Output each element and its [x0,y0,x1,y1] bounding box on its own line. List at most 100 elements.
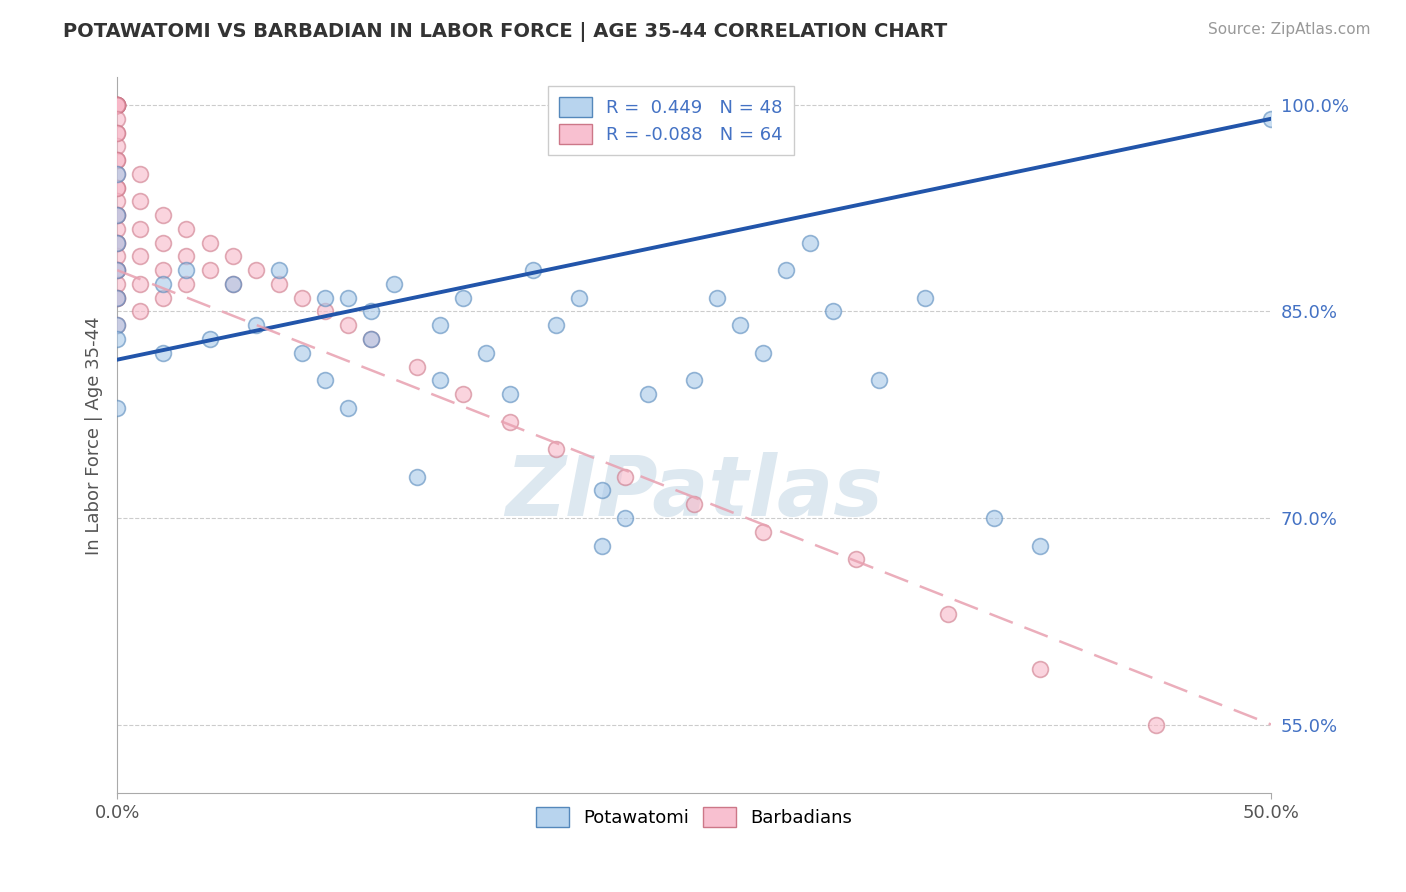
Point [360,332,382,346]
Point [129,194,152,209]
Point [105,235,128,250]
Point [267,277,290,291]
Point [221,249,243,263]
Point [152,346,174,360]
Point [245,263,267,277]
Point [105,263,128,277]
Point [105,98,128,112]
Point [152,263,174,277]
Text: Source: ZipAtlas.com: Source: ZipAtlas.com [1208,22,1371,37]
Point [406,469,429,483]
Point [336,318,359,333]
Point [914,291,936,305]
Point [198,235,221,250]
Point [336,291,359,305]
Point [453,291,475,305]
Point [591,483,613,498]
Point [105,235,128,250]
Point [291,346,314,360]
Point [453,387,475,401]
Point [152,235,174,250]
Point [522,263,544,277]
Point [544,442,567,457]
Point [105,98,128,112]
Point [105,98,128,112]
Point [105,277,128,291]
Point [105,194,128,209]
Point [983,511,1005,525]
Point [105,153,128,167]
Point [105,291,128,305]
Point [105,291,128,305]
Point [752,524,775,539]
Point [613,469,636,483]
Point [568,291,591,305]
Point [105,153,128,167]
Point [1144,717,1167,731]
Point [936,607,959,622]
Point [105,318,128,333]
Point [105,98,128,112]
Point [105,98,128,112]
Point [544,318,567,333]
Point [105,332,128,346]
Point [105,291,128,305]
Point [129,277,152,291]
Point [475,346,498,360]
Point [105,98,128,112]
Point [706,291,728,305]
Point [245,318,267,333]
Point [198,332,221,346]
Point [429,373,451,387]
Point [1029,662,1052,676]
Point [105,249,128,263]
Point [821,304,844,318]
Text: ZIPatlas: ZIPatlas [505,452,883,533]
Point [336,401,359,415]
Point [845,552,868,566]
Y-axis label: In Labor Force | Age 35-44: In Labor Force | Age 35-44 [86,316,103,555]
Point [498,387,520,401]
Point [730,318,752,333]
Point [129,304,152,318]
Point [105,222,128,236]
Point [291,291,314,305]
Point [152,291,174,305]
Point [105,180,128,194]
Point [176,277,198,291]
Point [176,263,198,277]
Point [752,346,775,360]
Point [382,277,405,291]
Point [152,277,174,291]
Text: POTAWATOMI VS BARBADIAN IN LABOR FORCE | AGE 35-44 CORRELATION CHART: POTAWATOMI VS BARBADIAN IN LABOR FORCE |… [63,22,948,42]
Point [198,263,221,277]
Point [105,167,128,181]
Point [314,373,336,387]
Point [314,291,336,305]
Point [406,359,429,374]
Point [105,180,128,194]
Point [105,263,128,277]
Point [267,263,290,277]
Point [176,249,198,263]
Point [105,126,128,140]
Point [152,208,174,222]
Point [1029,539,1052,553]
Point [105,208,128,222]
Point [105,112,128,126]
Point [105,139,128,153]
Point [105,98,128,112]
Legend: Potawatomi, Barbadians: Potawatomi, Barbadians [529,800,859,834]
Point [129,249,152,263]
Point [129,167,152,181]
Point [613,511,636,525]
Point [799,235,821,250]
Point [1260,112,1282,126]
Point [105,401,128,415]
Point [105,98,128,112]
Point [314,304,336,318]
Point [360,332,382,346]
Point [105,208,128,222]
Point [637,387,659,401]
Point [775,263,797,277]
